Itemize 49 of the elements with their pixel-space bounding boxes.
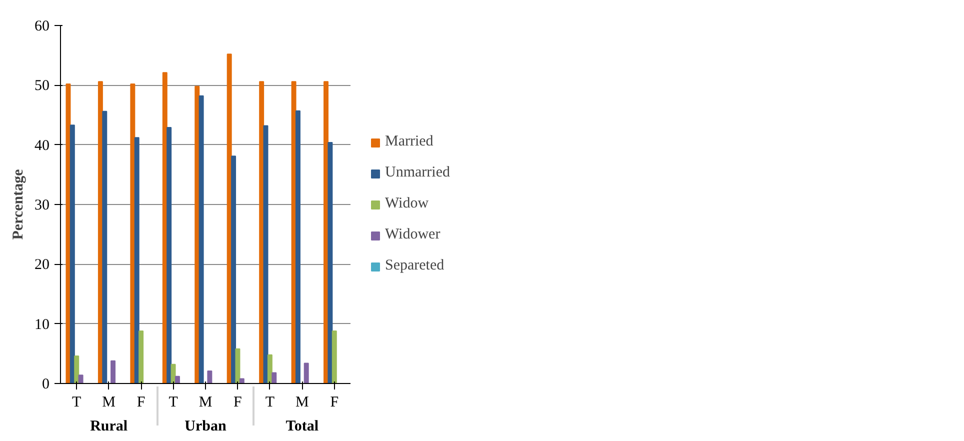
category-label: Rural <box>90 418 128 434</box>
category-label: T <box>72 394 82 410</box>
bar <box>235 348 240 384</box>
bar <box>134 137 140 384</box>
bar <box>194 86 200 384</box>
category-label: F <box>330 394 339 410</box>
legend-label: Separeted <box>385 258 444 274</box>
bar <box>207 370 212 384</box>
bar <box>74 356 80 384</box>
bar <box>110 360 116 384</box>
legend-label: Widow <box>385 196 429 212</box>
y-tick-label: 20 <box>34 257 50 274</box>
bar <box>174 376 180 384</box>
y-tick-label: 0 <box>42 376 50 392</box>
category-label: F <box>234 394 242 410</box>
legend-label: Married <box>385 134 434 150</box>
bar <box>130 83 136 384</box>
y-tick-label: 10 <box>34 316 50 333</box>
bar <box>328 142 333 384</box>
bar <box>166 127 172 384</box>
bar <box>295 110 300 384</box>
y-tick-label: 50 <box>34 78 50 94</box>
legend-label: Widower <box>385 226 440 244</box>
y-axis-title: Percentage <box>10 168 26 240</box>
y-tick-label: 40 <box>34 138 50 154</box>
bar <box>239 378 244 384</box>
bar <box>304 362 309 384</box>
bar <box>259 81 264 384</box>
bar <box>267 354 272 384</box>
bar <box>231 156 236 384</box>
category-label: F <box>136 394 146 410</box>
bar <box>198 95 204 384</box>
category-label: M <box>198 394 212 410</box>
category-label: T <box>168 394 178 410</box>
y-tick-label: 30 <box>34 198 50 214</box>
category-label: Total <box>286 418 319 434</box>
bar <box>70 124 75 384</box>
legend-label: Unmarried <box>385 164 450 182</box>
category-label: M <box>296 394 309 410</box>
bar <box>78 374 84 384</box>
category-label: M <box>102 394 116 410</box>
y-tick-label: 60 <box>34 18 50 34</box>
bar <box>102 110 108 384</box>
bar <box>332 330 337 384</box>
bar <box>138 330 144 384</box>
category-label: T <box>265 394 275 410</box>
bar <box>66 83 71 384</box>
category-label: Urban <box>184 418 226 434</box>
bar <box>272 372 277 384</box>
